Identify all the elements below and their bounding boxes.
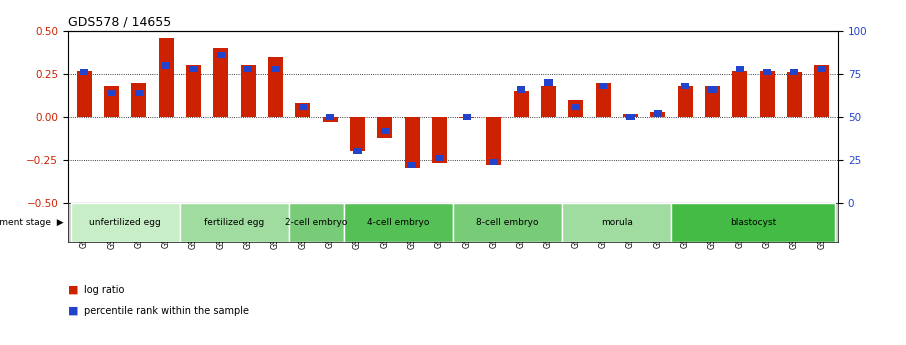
Bar [353, 148, 361, 155]
Text: blastocyst: blastocyst [730, 218, 776, 227]
Bar [563, 203, 671, 241]
Bar [671, 203, 835, 241]
Bar [453, 203, 563, 241]
Bar [323, 117, 338, 122]
Bar [786, 72, 802, 117]
Bar [408, 162, 416, 168]
Bar [541, 86, 556, 117]
Bar [705, 86, 720, 117]
Bar [343, 203, 453, 241]
Bar [381, 128, 389, 134]
Bar [131, 82, 147, 117]
Bar [736, 66, 744, 72]
Bar [651, 112, 665, 117]
Bar [626, 114, 634, 120]
Text: percentile rank within the sample: percentile rank within the sample [84, 306, 249, 316]
Bar [514, 91, 529, 117]
Text: ■: ■ [68, 285, 79, 295]
Text: morula: morula [601, 218, 632, 227]
Bar [490, 158, 498, 165]
Bar [326, 114, 334, 120]
Bar [572, 104, 580, 110]
Bar [162, 62, 170, 69]
Bar [241, 66, 255, 117]
Bar [159, 38, 174, 117]
Bar [487, 117, 502, 165]
Bar [135, 90, 143, 96]
Bar [708, 86, 717, 92]
Bar [244, 66, 252, 72]
Bar [289, 203, 343, 241]
Text: fertilized egg: fertilized egg [205, 218, 265, 227]
Bar [180, 203, 289, 241]
Bar [214, 48, 228, 117]
Bar [81, 69, 89, 75]
Bar [77, 71, 92, 117]
Bar [623, 114, 638, 117]
Bar [599, 83, 607, 89]
Bar [104, 86, 120, 117]
Bar [295, 103, 311, 117]
Bar [654, 110, 662, 117]
Bar [459, 117, 474, 118]
Bar [763, 69, 771, 75]
Bar [377, 117, 392, 138]
Text: log ratio: log ratio [84, 285, 125, 295]
Bar [350, 117, 365, 151]
Bar [463, 114, 471, 120]
Bar [817, 66, 825, 72]
Bar [268, 57, 283, 117]
Bar [404, 117, 419, 168]
Bar [108, 90, 116, 96]
Bar [272, 66, 280, 72]
Bar [189, 66, 198, 72]
Text: development stage  ▶: development stage ▶ [0, 218, 64, 227]
Bar [568, 100, 583, 117]
Text: GDS578 / 14655: GDS578 / 14655 [68, 16, 171, 29]
Bar [432, 117, 447, 163]
Bar [517, 86, 525, 92]
Bar [732, 71, 747, 117]
Text: unfertilized egg: unfertilized egg [90, 218, 161, 227]
Bar [217, 52, 225, 58]
Text: 2-cell embryo: 2-cell embryo [285, 218, 348, 227]
Bar [299, 104, 307, 110]
Bar [545, 79, 553, 86]
Bar [71, 203, 180, 241]
Bar [595, 82, 611, 117]
Bar [759, 71, 775, 117]
Bar [681, 83, 689, 89]
Bar [814, 66, 829, 117]
Text: 4-cell embryo: 4-cell embryo [367, 218, 429, 227]
Bar [435, 155, 443, 161]
Text: 8-cell embryo: 8-cell embryo [477, 218, 539, 227]
Bar [678, 86, 692, 117]
Bar [790, 69, 798, 75]
Bar [186, 66, 201, 117]
Text: ■: ■ [68, 306, 79, 316]
